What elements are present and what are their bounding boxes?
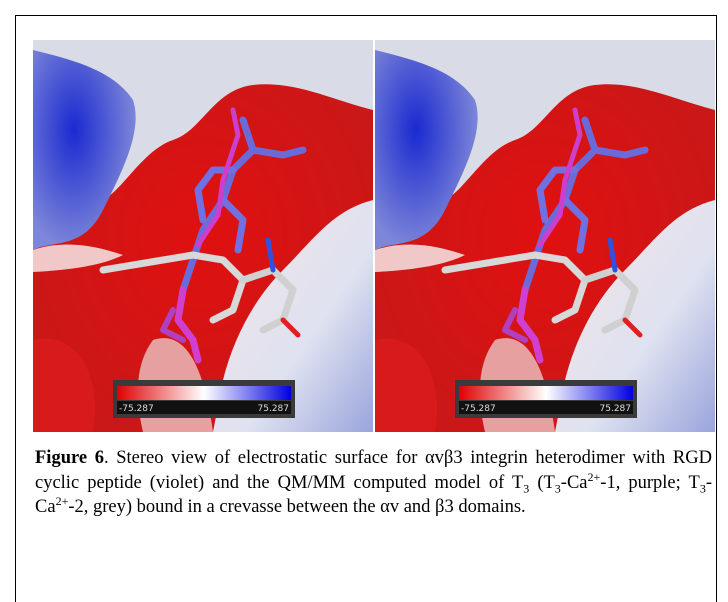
stereo-figure: -75.287 75.287 -75.287 75.287	[33, 40, 715, 432]
page: -75.287 75.287 -75.287 75.287 Figure 6. …	[0, 0, 728, 602]
stereo-right	[375, 40, 715, 432]
superscript: 2+	[588, 469, 601, 483]
caption: Figure 6. Stereo view of electrostatic s…	[35, 446, 712, 520]
colorbar-max: 75.287	[258, 404, 290, 414]
superscript: 2+	[56, 494, 69, 508]
colorbar-min: -75.287	[461, 404, 496, 414]
colorbar-min: -75.287	[119, 404, 154, 414]
caption-text: -1, purple; T	[600, 473, 700, 493]
colorbar-max: 75.287	[600, 404, 632, 414]
caption-text: -Ca	[561, 473, 588, 493]
stereo-left	[33, 40, 373, 432]
caption-text: (T	[529, 473, 555, 493]
caption-label: Figure 6	[35, 448, 104, 468]
caption-text: -2, grey) bound in a crevasse between th…	[68, 497, 525, 517]
